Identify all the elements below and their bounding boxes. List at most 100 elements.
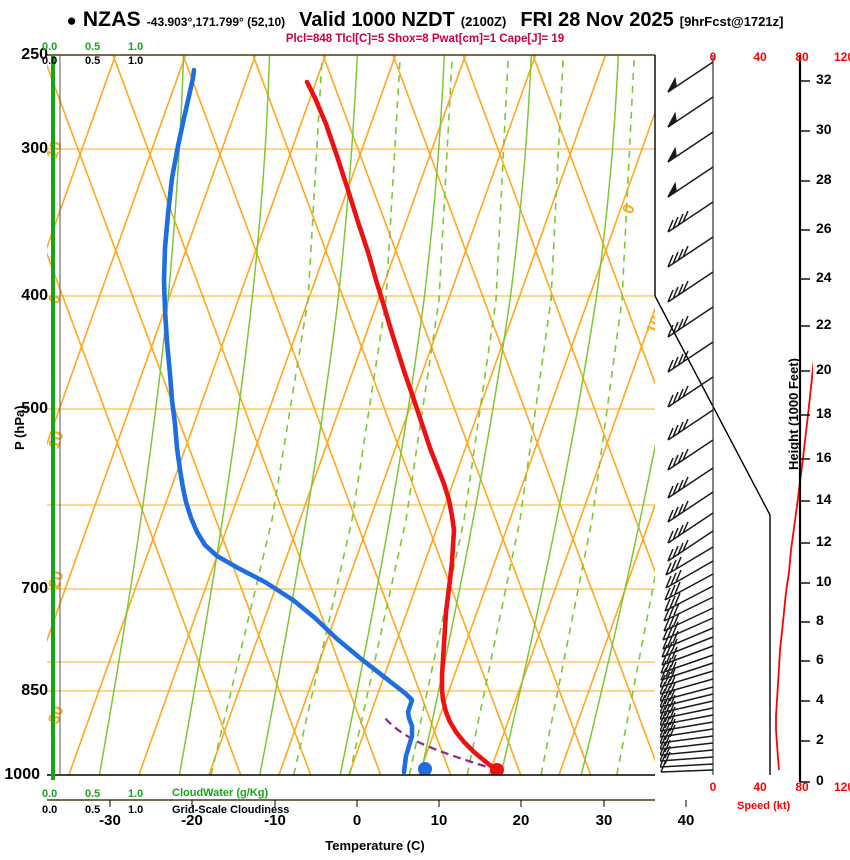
station-dot-icon: ●: [66, 11, 77, 30]
speed-axis-title: Speed (kt): [737, 800, 791, 812]
wind-barb: [660, 668, 714, 688]
wind-barb: [667, 409, 714, 441]
wind-barb: [665, 546, 714, 576]
wind-barb: [667, 96, 714, 128]
wind-barb: [660, 675, 714, 695]
pressure-tick: 500: [21, 400, 48, 417]
svg-text:30: 30: [723, 467, 745, 490]
height-tick: 6: [816, 651, 824, 667]
pressure-tick: 250: [21, 46, 48, 63]
height-tick: 28: [816, 171, 832, 187]
cloudwater-tick-top: 1.0: [128, 41, 144, 53]
speed-tick: 40: [753, 50, 767, 64]
pressure-tick: 700: [21, 580, 48, 597]
surface-temperature-marker: [490, 763, 504, 775]
moist-adiabat-lines: [98, 55, 655, 775]
wind-barb: [667, 201, 714, 233]
wind-barb: [667, 61, 714, 93]
wind-barb: [667, 512, 714, 544]
wind-barb: [662, 617, 714, 641]
cloudiness-tick-top: 1.0: [128, 55, 144, 67]
height-tick: 16: [816, 449, 832, 465]
station-id: NZAS: [82, 8, 141, 31]
pressure-tick: 1000: [4, 766, 40, 783]
height-tick: 26: [816, 220, 832, 236]
pressure-tick: 400: [21, 287, 48, 304]
cloudiness-tick-top: 0.5: [85, 55, 101, 67]
temperature-axis-title: Temperature (C): [325, 838, 425, 853]
station-coordinates: -43.903°,171.799° (52,10): [146, 15, 286, 29]
cloudwater-legend-label: CloudWater (g/Kg): [172, 787, 269, 799]
svg-text:10: 10: [644, 314, 666, 337]
height-tick: 12: [816, 533, 832, 549]
skewt-grid: 1 2 3 5 8 12 20 10 0 -10 -20 -30 0 10 20…: [44, 55, 745, 793]
valid-time: Valid 1000 NZDT: [299, 9, 455, 31]
height-axis-ticks: [800, 80, 810, 783]
wind-barb: [667, 467, 714, 499]
pressure-axis-title: P (hPa): [12, 405, 27, 450]
cloudiness-tick-top: 0.0: [42, 55, 58, 67]
speed-tick-bottom: 80: [795, 780, 809, 794]
cloudwater-tick-top: 0.0: [42, 41, 58, 53]
wind-speed-profile: [775, 358, 813, 771]
wind-barb: [667, 491, 714, 523]
wind-barb: [664, 573, 714, 601]
speed-tick: 120: [833, 50, 850, 64]
dewpoint-trace: [161, 67, 415, 775]
height-tick: 24: [816, 269, 832, 285]
cloudwater-tick-bottom: 1.0: [128, 788, 144, 800]
wind-barb: [667, 341, 714, 373]
cloudwater-tick-top: 0.5: [85, 41, 101, 53]
speed-tick: 0: [709, 50, 717, 64]
parcel-trace: [384, 717, 499, 772]
wind-barb: [660, 682, 714, 702]
figure-header: ● NZAS -43.903°,171.799° (52,10) Valid 1…: [0, 8, 850, 38]
temperature-tick: -20: [181, 812, 203, 829]
valid-date: FRI 28 Nov 2025: [520, 9, 674, 31]
wind-barb: [667, 236, 714, 268]
cloudwater-tick-bottom: 0.5: [85, 788, 101, 800]
wind-barb: [667, 166, 714, 198]
wind-barb: [663, 596, 714, 622]
sounding-traces: [161, 67, 504, 775]
temperature-axis-ticks: [109, 800, 687, 807]
svg-text:8: 8: [443, 780, 461, 793]
height-tick: 8: [816, 612, 824, 628]
svg-text:12: 12: [518, 773, 538, 793]
height-tick: 4: [816, 691, 824, 707]
wind-barb: [660, 688, 714, 708]
svg-text:-10: -10: [44, 429, 68, 457]
wind-barb: [660, 745, 714, 762]
cloudiness-tick-bottom: 1.0: [128, 804, 144, 816]
pressure-tick: 300: [21, 140, 48, 157]
wind-barb: [667, 530, 714, 562]
temperature-tick: 20: [512, 812, 530, 829]
wind-barb: [667, 376, 714, 408]
height-tick: 32: [816, 71, 832, 87]
cloudiness-legend-label: Grid-Scale Cloudiness: [172, 804, 290, 816]
speed-tick-bottom: 0: [709, 780, 717, 794]
isotherm-lines: [47, 55, 655, 775]
height-tick: 18: [816, 405, 832, 421]
height-tick: 14: [816, 491, 832, 507]
svg-text:20: 20: [598, 773, 618, 793]
wind-barb: [667, 439, 714, 471]
temperature-tick: 30: [595, 812, 613, 829]
wind-barb: [661, 645, 714, 666]
mixing-ratio-lines: [210, 59, 655, 775]
stability-indices: Plcl=848 Tlcl[C]=5 Shox=8 Pwat[cm]=1 Cap…: [285, 33, 565, 45]
temperature-tick: -30: [99, 812, 121, 829]
speed-tick: 80: [795, 50, 809, 64]
svg-text:5: 5: [386, 780, 404, 793]
cloudiness-tick-bottom: 0.0: [42, 804, 58, 816]
pressure-tick: 850: [21, 682, 48, 699]
height-tick: 20: [816, 361, 832, 377]
wind-barbs: [660, 61, 714, 773]
height-tick: 22: [816, 316, 832, 332]
height-tick: 30: [816, 121, 832, 137]
wind-barb: [667, 306, 714, 338]
height-tick: 2: [816, 731, 824, 747]
temperature-tick: 0: [352, 812, 362, 829]
